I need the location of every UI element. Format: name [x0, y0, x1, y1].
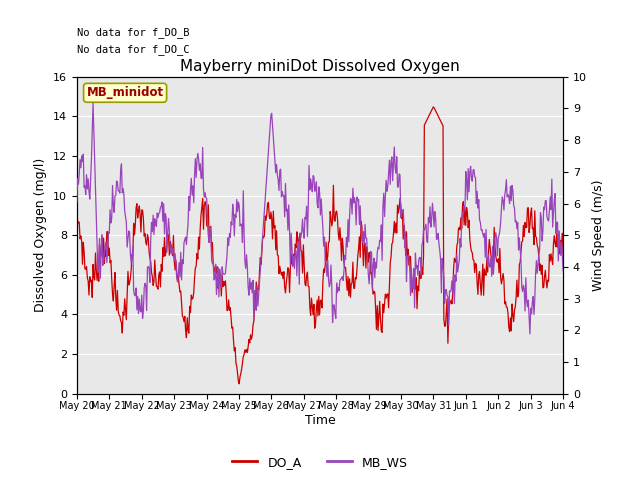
- Text: MB_minidot: MB_minidot: [86, 86, 164, 99]
- Legend: DO_A, MB_WS: DO_A, MB_WS: [227, 451, 413, 474]
- Y-axis label: Dissolved Oxygen (mg/l): Dissolved Oxygen (mg/l): [35, 158, 47, 312]
- Title: Mayberry miniDot Dissolved Oxygen: Mayberry miniDot Dissolved Oxygen: [180, 59, 460, 74]
- X-axis label: Time: Time: [305, 414, 335, 427]
- Y-axis label: Wind Speed (m/s): Wind Speed (m/s): [593, 180, 605, 291]
- Text: No data for f_DO_C: No data for f_DO_C: [77, 44, 189, 55]
- Text: No data for f_DO_B: No data for f_DO_B: [77, 27, 189, 38]
